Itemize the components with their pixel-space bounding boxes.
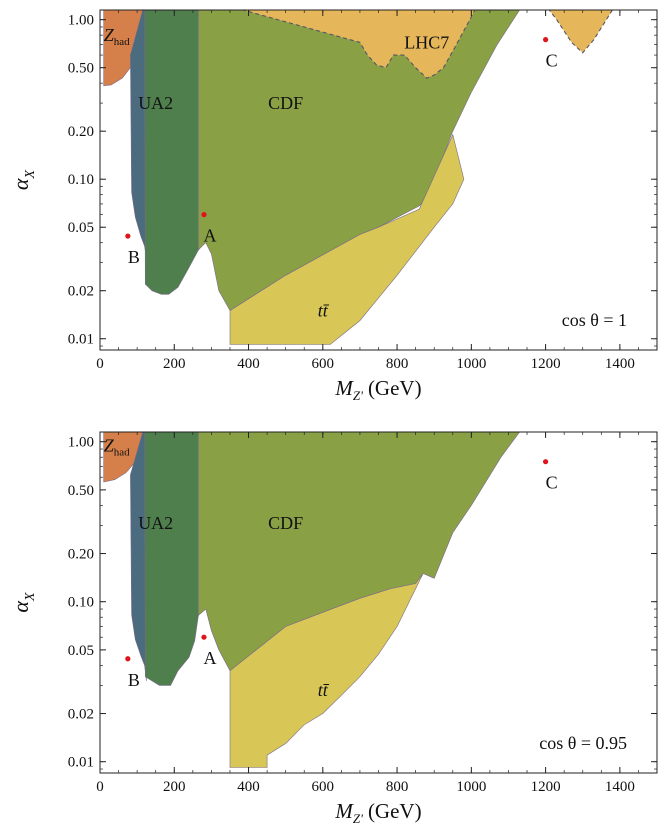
x-tick-label: 1200 <box>531 779 561 795</box>
region-label: LHC7 <box>404 32 449 52</box>
benchmark-point-a <box>201 212 207 218</box>
benchmark-point-c <box>543 459 549 465</box>
region-2 <box>144 432 199 686</box>
region-6 <box>548 10 614 54</box>
x-tick-label: 400 <box>237 779 260 795</box>
y-tick-label: 0.20 <box>68 124 94 140</box>
benchmark-label-b: B <box>128 247 140 267</box>
region-label-text: tt̄ <box>318 301 330 321</box>
region-label-subscript: had <box>114 36 130 48</box>
benchmark-label-c: C <box>546 51 558 71</box>
region-label-text: UA2 <box>138 513 173 533</box>
y-tick-label: 0.50 <box>68 61 94 77</box>
region-2 <box>144 10 199 295</box>
region-ua2 <box>130 10 147 259</box>
region-label: CDF <box>268 93 303 113</box>
x-tick-label: 1000 <box>456 779 486 795</box>
y-axis-label-symbol: α <box>8 601 33 613</box>
region-label-text: Z <box>104 435 115 455</box>
benchmark-label-c: C <box>546 473 558 493</box>
x-tick-label: 1200 <box>531 356 561 372</box>
x-tick-label: 800 <box>386 356 409 372</box>
benchmark-label-a: A <box>203 226 216 246</box>
x-axis-label-unit: (GeV) <box>368 376 422 400</box>
cos-theta-annotation: cos θ = 1 <box>562 310 627 330</box>
panel-top-chart: 0.01 0.02 0.05 0.10 0.20 0.50 1.00 0 200 400 600 80… <box>8 9 658 403</box>
x-tick-label: 0 <box>96 779 104 795</box>
x-tick-label: 600 <box>312 356 335 372</box>
x-tick-label: 1400 <box>605 779 635 795</box>
y-axis-label: αX <box>8 170 38 191</box>
x-tick-label: 800 <box>386 779 409 795</box>
y-tick-label: 1.00 <box>68 13 94 29</box>
region-label-text: tt̄ <box>318 680 330 700</box>
x-axis-label-symbol: M <box>334 376 354 400</box>
x-tick-label: 400 <box>237 356 260 372</box>
benchmark-point-b <box>125 233 131 239</box>
cos-theta-annotation: cos θ = 0.95 <box>539 733 627 753</box>
x-axis-label-symbol: M <box>334 799 354 823</box>
region-label-text: CDF <box>268 93 303 113</box>
y-axis-label-subscript: X <box>23 592 38 602</box>
region-label: UA2 <box>138 513 173 533</box>
region-label-subscript: had <box>114 446 130 458</box>
y-tick-label: 0.20 <box>68 547 94 563</box>
regions-group <box>103 10 614 345</box>
y-axis-label-subscript: X <box>23 170 38 180</box>
region-ua2 <box>130 432 147 681</box>
benchmark-point-a <box>201 634 207 640</box>
y-tick-label: 0.10 <box>68 172 94 188</box>
region-label: CDF <box>268 513 303 533</box>
benchmark-point-b <box>125 656 131 662</box>
y-tick-label: 0.50 <box>68 483 94 499</box>
x-tick-label: 200 <box>163 356 186 372</box>
y-tick-label: 0.10 <box>68 595 94 611</box>
x-axis-label-subscript: Z' <box>353 388 363 403</box>
x-tick-label: 0 <box>96 356 104 372</box>
y-tick-label: 0.01 <box>68 332 94 348</box>
y-tick-label: 0.05 <box>68 220 94 236</box>
x-tick-label: 1000 <box>456 356 486 372</box>
y-tick-label: 1.00 <box>68 435 94 451</box>
x-tick-label: 1400 <box>605 356 635 372</box>
region-label: tt̄ <box>318 680 330 700</box>
region-label-text: UA2 <box>138 93 173 113</box>
panel-bottom-chart: 0.01 0.02 0.05 0.10 0.20 0.50 1.00 0 200 400 600 80… <box>8 431 658 826</box>
region-label-text: LHC7 <box>404 32 449 52</box>
region-label: tt̄ <box>318 301 330 321</box>
x-tick-label: 200 <box>163 779 186 795</box>
x-tick-label: 600 <box>312 779 335 795</box>
region-tt <box>229 573 424 768</box>
benchmark-point-c <box>543 37 549 43</box>
x-axis-label-subscript: Z' <box>353 811 363 826</box>
y-axis-label: αX <box>8 592 38 613</box>
region-label-text: Z <box>104 25 115 45</box>
region-label: Zhad <box>104 25 130 48</box>
region-lhc7 <box>242 10 476 79</box>
y-tick-label: 0.02 <box>68 284 94 300</box>
y-tick-label: 0.05 <box>68 643 94 659</box>
x-axis-label: MZ' (GeV) <box>334 376 421 403</box>
benchmark-label-b: B <box>128 670 140 690</box>
region-label: UA2 <box>138 93 173 113</box>
x-axis-label-unit: (GeV) <box>368 799 422 823</box>
region-label: Zhad <box>104 435 130 458</box>
x-axis-label: MZ' (GeV) <box>334 799 421 826</box>
benchmark-label-a: A <box>203 648 216 668</box>
regions-group <box>103 432 520 768</box>
region-tt <box>229 133 465 345</box>
y-axis-label-symbol: α <box>8 178 33 190</box>
y-tick-label: 0.02 <box>68 707 94 723</box>
region-label-text: CDF <box>268 513 303 533</box>
y-tick-label: 0.01 <box>68 755 94 771</box>
